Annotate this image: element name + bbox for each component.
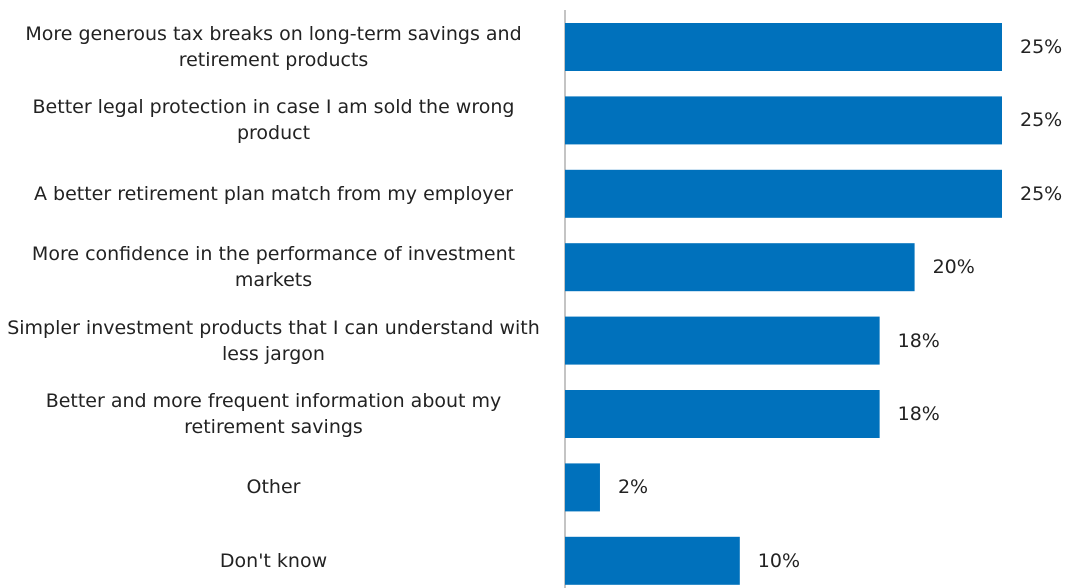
category-label: More confidence in the performance of in…: [31, 243, 516, 292]
bar: [565, 23, 1002, 71]
value-label: 20%: [932, 256, 975, 279]
bar: [565, 169, 1002, 218]
category-label: A better retirement plan match from my e…: [34, 182, 513, 205]
category-label: Better and more frequent information abo…: [45, 390, 502, 438]
category-label: Better legal protection in case I am sol…: [32, 96, 515, 145]
value-label: 25%: [1020, 36, 1063, 58]
value-label: 25%: [1020, 182, 1063, 205]
bar: [565, 390, 880, 438]
value-label: 18%: [897, 329, 940, 352]
value-label: 2%: [617, 476, 649, 499]
bar: [565, 96, 1002, 145]
category-label: Other: [246, 476, 301, 499]
category-label: Don't know: [219, 549, 328, 572]
category-label: More generous tax breaks on long-term sa…: [25, 23, 522, 71]
bar: [565, 243, 915, 292]
bar: [565, 463, 600, 512]
value-label: 18%: [897, 403, 940, 425]
bar: [565, 536, 740, 585]
value-label: 25%: [1020, 109, 1063, 132]
category-label: Simpler investment products that I can u…: [7, 316, 540, 365]
value-label: 10%: [757, 549, 801, 572]
bar: [565, 316, 880, 365]
